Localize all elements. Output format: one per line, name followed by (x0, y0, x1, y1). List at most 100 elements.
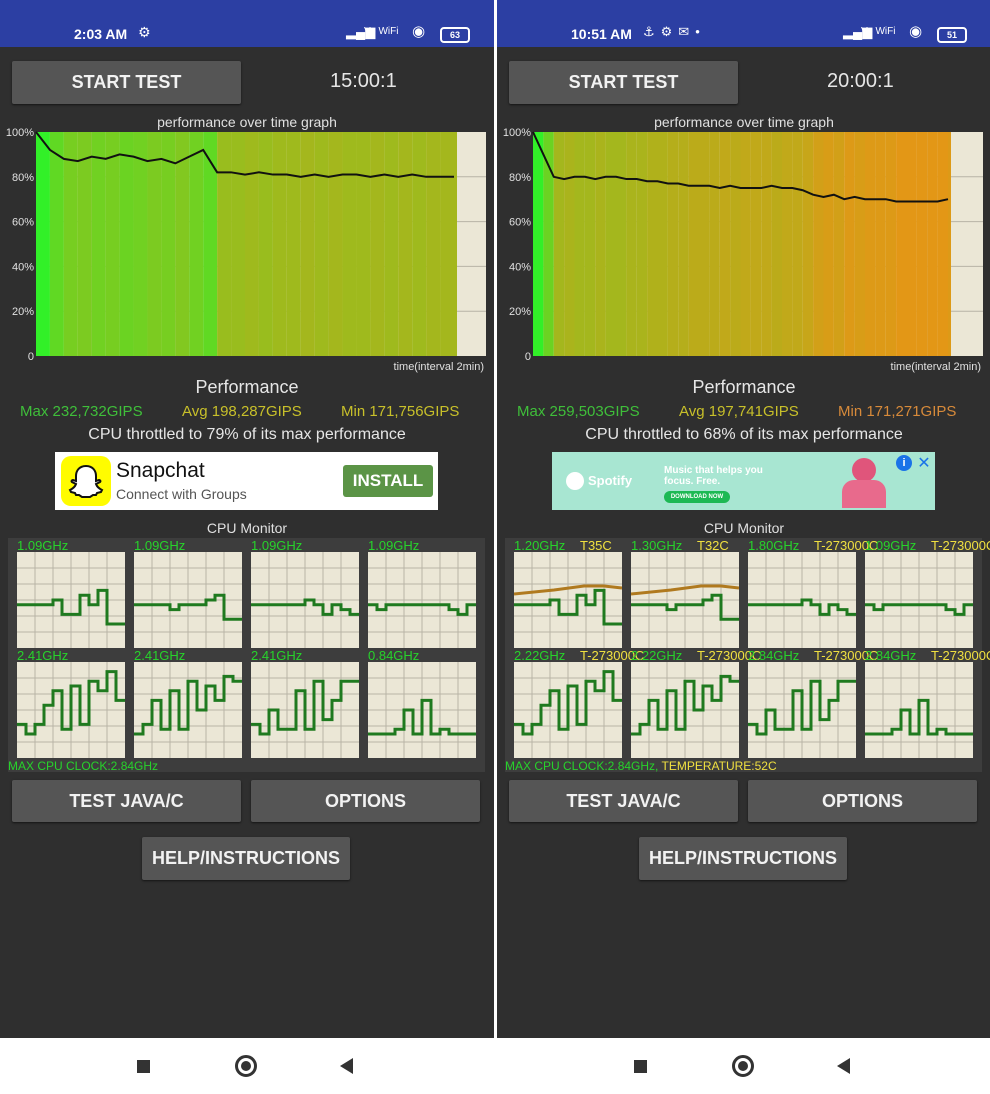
performance-bar (699, 132, 710, 356)
performance-bar (750, 132, 762, 356)
min-gips: Min 171,756GIPS (341, 403, 460, 420)
spotify-logo-icon (566, 472, 584, 490)
help-instructions-button[interactable]: HELP/INSTRUCTIONS (142, 837, 350, 880)
signal-icon: ▂▄▆ (346, 24, 376, 39)
performance-bar (384, 132, 399, 356)
performance-bar (161, 132, 176, 356)
snapchat-ad[interactable]: Snapchat Connect with Groups INSTALL (55, 452, 438, 510)
wifi-label: Vo WiFi (364, 26, 399, 37)
performance-bar (730, 132, 741, 356)
install-button[interactable]: INSTALL (343, 465, 433, 497)
avg-gips: Avg 198,287GIPS (182, 403, 302, 420)
performance-bar (719, 132, 731, 356)
performance-bar (412, 132, 427, 356)
home-icon[interactable] (732, 1055, 754, 1077)
test-java-c-button[interactable]: TEST JAVA/C (509, 780, 738, 822)
performance-bar (740, 132, 751, 356)
performance-bar (761, 132, 772, 356)
notification-icons: ⚓⚙✉• (643, 24, 706, 39)
recents-icon[interactable] (634, 1060, 647, 1073)
x-axis-label: time(interval 2min) (891, 361, 981, 373)
battery-icon: 63 (440, 27, 470, 43)
start-test-button[interactable]: START TEST (12, 61, 241, 104)
max-cpu-clock: MAX CPU CLOCK:2.84GHz (8, 759, 159, 773)
recents-icon[interactable] (137, 1060, 150, 1073)
performance-bar (314, 132, 329, 356)
graph-bars (36, 132, 457, 356)
core-load-line (17, 588, 125, 626)
options-button[interactable]: OPTIONS (748, 780, 977, 822)
cpu-core-graph (630, 552, 740, 648)
performance-bar (584, 132, 596, 356)
spotify-ad[interactable]: Spotify Music that helps you focus. Free… (552, 452, 935, 510)
ad-subtitle: Connect with Groups (116, 486, 247, 502)
performance-bar (217, 132, 232, 356)
y-tick-label: 40% (509, 261, 531, 273)
core-frequency: 2.41GHz (134, 648, 186, 663)
core-load-line (134, 674, 242, 736)
ad-info-icon[interactable]: i (896, 455, 912, 471)
performance-bar (937, 132, 948, 356)
navigation-bar (497, 1038, 990, 1094)
core-temperature: T-273000C (931, 538, 990, 553)
graph-title: performance over time graph (157, 114, 337, 130)
test-timer: 20:00:1 (827, 70, 894, 92)
y-ticks: 100% 80% 60% 40% 20% 0 (503, 127, 531, 363)
performance-bar (802, 132, 814, 356)
back-icon[interactable] (837, 1058, 850, 1074)
core-load-line (748, 679, 856, 736)
snapchat-logo-icon (61, 456, 111, 506)
graph-title: performance over time graph (654, 114, 834, 130)
max-gips: Max 232,732GIPS (20, 403, 143, 420)
cpu-core-graph (251, 662, 359, 758)
cpu-core-graph (748, 552, 856, 648)
ad-close-icon[interactable]: ✕ (917, 455, 931, 472)
core-load-line (251, 679, 359, 736)
avg-gips: Avg 197,741GIPS (679, 403, 799, 420)
performance-bar (231, 132, 245, 356)
core-frequency: 1.09GHz (17, 538, 69, 553)
performance-bar (36, 132, 50, 356)
y-tick-label: 60% (12, 217, 34, 229)
cpu-core-cell (865, 662, 973, 758)
performance-bar (119, 132, 134, 356)
performance-bar (948, 132, 951, 356)
performance-bar (356, 132, 371, 356)
performance-bar (647, 132, 658, 356)
navigation-bar (0, 1038, 494, 1094)
core-temperature: T-273000C (814, 538, 879, 553)
max-cpu-clock: MAX CPU CLOCK:2.84GHz, TEMPERATURE:52C (505, 759, 777, 773)
performance-bar (688, 132, 699, 356)
cpu-core-cell (134, 662, 242, 758)
core-load-line (134, 593, 242, 621)
cpu-core-graph (865, 662, 973, 758)
ad-brand: Spotify (588, 473, 633, 488)
performance-bar (286, 132, 301, 356)
home-icon[interactable] (235, 1055, 257, 1077)
options-button[interactable]: OPTIONS (251, 780, 480, 822)
cpu-core-graph (368, 552, 476, 648)
start-test-button[interactable]: START TEST (509, 61, 738, 104)
status-bar: 2:03 AM ⚙ Vo WiFi ▂▄▆ ◉ 63 (0, 0, 494, 47)
help-instructions-button[interactable]: HELP/INSTRUCTIONS (639, 837, 847, 880)
core-frequency: 2.22GHz (631, 648, 683, 663)
core-frequency: 2.41GHz (251, 648, 303, 663)
cpu-core-cell (865, 552, 973, 648)
performance-bar (916, 132, 928, 356)
core-load-line (865, 603, 973, 616)
signal-icon: ▂▄▆ (843, 24, 873, 39)
performance-bar (667, 132, 679, 356)
performance-bar (63, 132, 78, 356)
test-java-c-button[interactable]: TEST JAVA/C (12, 780, 241, 822)
download-now-button[interactable]: DOWNLOAD NOW (664, 491, 730, 503)
performance-bar (626, 132, 637, 356)
y-tick-label: 40% (12, 261, 34, 273)
performance-bar (342, 132, 357, 356)
back-icon[interactable] (340, 1058, 353, 1074)
performance-bar (440, 132, 454, 356)
performance-bar (823, 132, 834, 356)
core-frequency: 1.09GHz (251, 538, 303, 553)
throttle-text: CPU throttled to 79% of its max performa… (88, 426, 406, 443)
performance-bar (792, 132, 803, 356)
y-tick-label: 0 (28, 351, 34, 363)
